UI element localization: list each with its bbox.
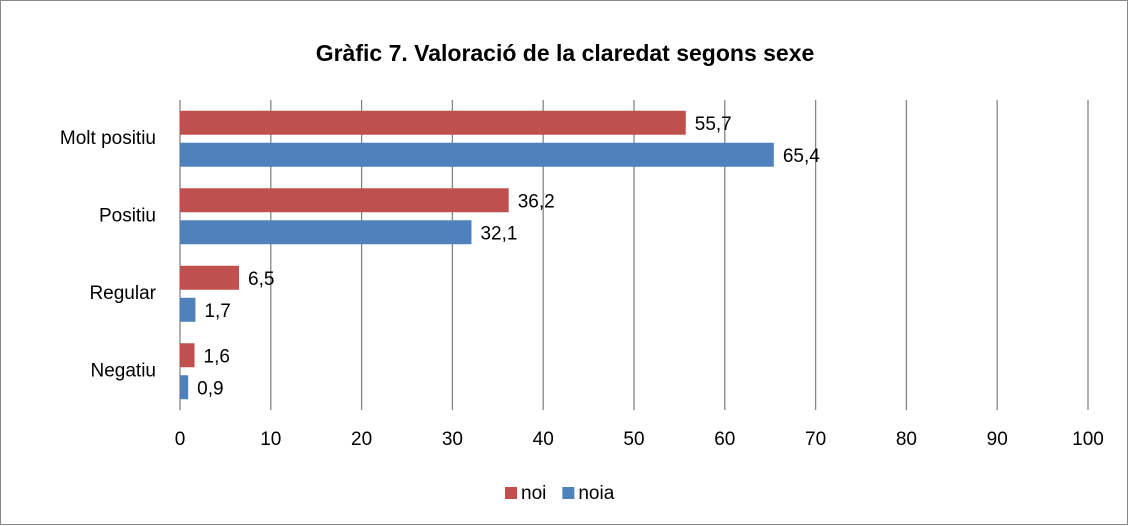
bar: [180, 343, 195, 368]
chart-title: Gràfic 7. Valoració de la claredat segon…: [316, 40, 815, 66]
x-tick-label: 20: [351, 429, 372, 450]
bar: [180, 220, 472, 245]
y-tick-label: Regular: [89, 283, 156, 304]
bar: [180, 375, 189, 400]
data-label: 36,2: [518, 191, 555, 212]
x-tick-label: 90: [987, 429, 1008, 450]
bar: [180, 142, 774, 167]
legend-label: noia: [578, 483, 614, 504]
data-label: 6,5: [248, 269, 274, 290]
y-tick-label: Positiu: [99, 205, 156, 226]
x-tick-label: 60: [714, 429, 735, 450]
x-tick-label: 40: [533, 429, 554, 450]
x-tick-label: 80: [896, 429, 917, 450]
y-tick-label: Negatiu: [91, 360, 157, 381]
bar: [180, 110, 686, 135]
bar: [180, 188, 509, 213]
x-tick-label: 70: [805, 429, 826, 450]
y-tick-label: Molt positiu: [60, 128, 156, 149]
x-tick-label: 50: [623, 429, 644, 450]
data-label: 0,9: [197, 378, 223, 399]
x-tick-label: 0: [175, 429, 186, 450]
legend-swatch: [505, 487, 517, 499]
x-tick-label: 30: [442, 429, 463, 450]
legend-swatch: [562, 487, 575, 499]
bar: [180, 297, 196, 322]
legend-label: noi: [521, 483, 546, 504]
data-label: 65,4: [783, 146, 820, 167]
data-label: 55,7: [695, 114, 732, 135]
data-label: 1,6: [204, 346, 230, 367]
data-label: 32,1: [480, 223, 517, 244]
x-tick-label: 100: [1072, 429, 1104, 450]
data-label: 1,7: [204, 301, 230, 322]
bar: [180, 265, 240, 290]
x-tick-label: 10: [260, 429, 281, 450]
